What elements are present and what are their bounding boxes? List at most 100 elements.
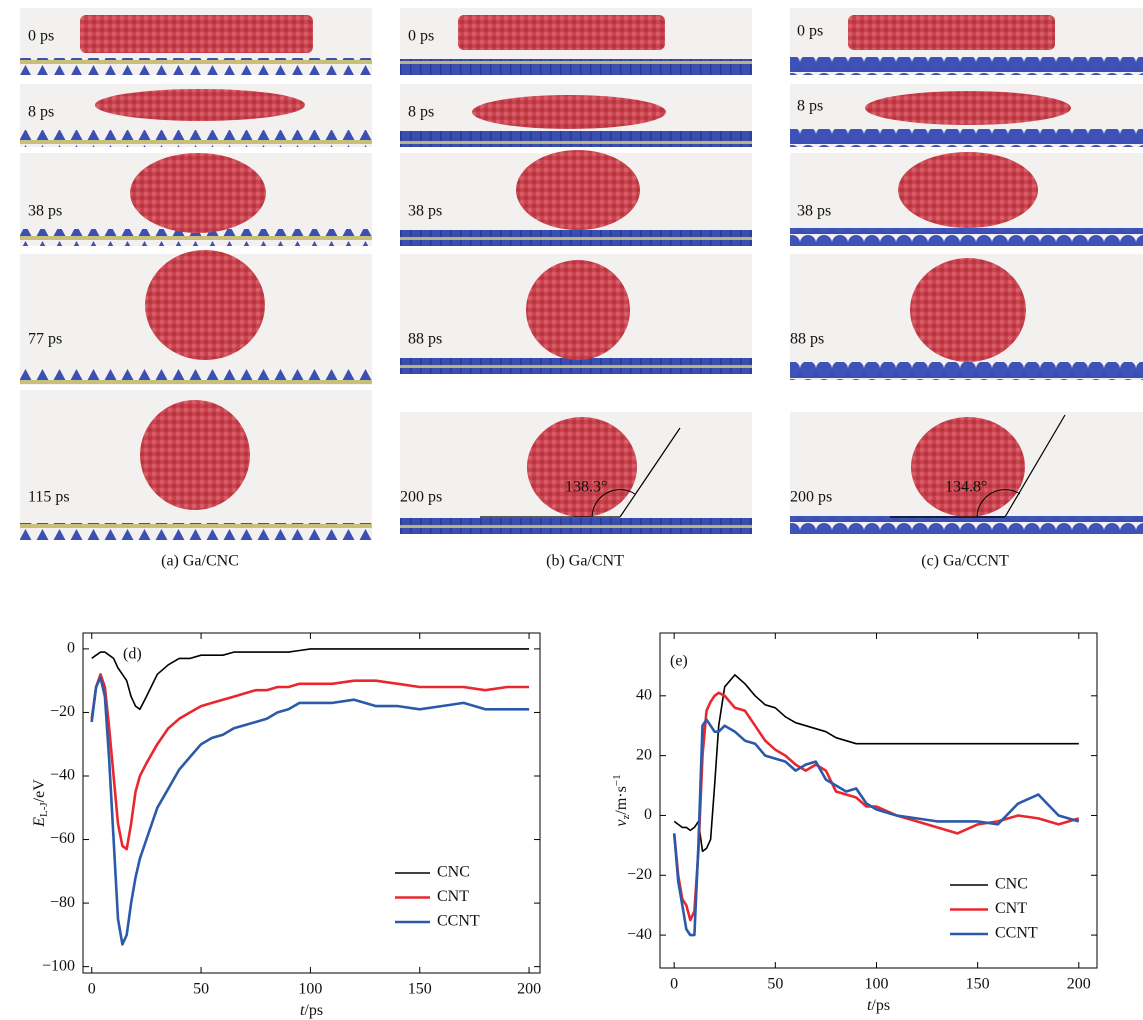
x-tick-label: 200 [517, 981, 541, 998]
substrate [20, 368, 372, 385]
time-label: 77 ps [28, 331, 62, 348]
time-label: 8 ps [408, 104, 434, 121]
time-label: 0 ps [408, 28, 434, 45]
substrate [790, 362, 1143, 380]
tangent [619, 427, 681, 518]
x-tick-label: 100 [298, 981, 322, 998]
x-axis-label-part: /ps [304, 1002, 323, 1019]
substrate [790, 228, 1143, 246]
data-line [90, 676, 530, 946]
y-axis-label-part: L-J [38, 802, 50, 817]
data-line [91, 648, 530, 711]
substrate [400, 518, 752, 534]
time-label: 0 ps [797, 23, 823, 40]
droplet [458, 15, 665, 50]
data-line [672, 718, 1080, 937]
y-tick-label: 40 [636, 686, 652, 703]
droplet [80, 15, 313, 53]
y-tick-label: −100 [42, 957, 75, 974]
droplet [865, 91, 1071, 125]
x-tick-label: 150 [966, 976, 990, 993]
panel-caption: (b) Ga/CNT [546, 553, 624, 570]
legend-label: CNT [437, 888, 469, 905]
angle-label: 138.3° [565, 479, 607, 496]
x-tick-label: 150 [408, 981, 432, 998]
panel-annotation: (e) [670, 653, 688, 670]
time-label: 8 ps [797, 98, 823, 115]
y-tick-label: −20 [50, 703, 75, 720]
time-label: 200 ps [790, 489, 832, 506]
legend-label: CCNT [995, 925, 1038, 942]
droplet [145, 250, 265, 360]
x-tick-label: 50 [193, 981, 209, 998]
legend-label: CNC [437, 864, 470, 881]
y-tick-label: −60 [50, 830, 75, 847]
substrate [20, 130, 372, 147]
substrate [790, 129, 1143, 147]
substrate [790, 516, 1143, 534]
time-label: 8 ps [28, 104, 54, 121]
plot-frame [82, 632, 541, 974]
time-label: 115 ps [28, 489, 70, 506]
substrate [400, 230, 752, 246]
substrate [20, 58, 372, 75]
y-axis-label-part: v [613, 819, 630, 827]
x-axis-label-part: t [867, 997, 872, 1014]
droplet [472, 95, 666, 129]
y-axis-label-part: z [620, 814, 632, 819]
y-axis-label-part: /m·s [613, 786, 630, 814]
legend-label: CCNT [437, 913, 480, 930]
droplet [516, 150, 640, 230]
y-axis-label-part: E [31, 817, 48, 828]
y-tick-label: 20 [636, 746, 652, 763]
time-label: 38 ps [408, 203, 442, 220]
y-tick-label: −80 [50, 894, 75, 911]
panel-annotation: (d) [123, 646, 142, 663]
droplet [95, 89, 305, 121]
time-label: 38 ps [797, 203, 831, 220]
time-label: 0 ps [28, 28, 54, 45]
panel-caption: (a) Ga/CNC [161, 553, 239, 570]
y-tick-label: 0 [644, 806, 652, 823]
time-label: 88 ps [790, 331, 824, 348]
plot-frame [659, 632, 1098, 969]
x-axis-label: t/ps [867, 997, 890, 1014]
x-tick-label: 50 [767, 976, 783, 993]
time-label: 200 ps [400, 489, 442, 506]
y-axis-label-part: /eV [31, 779, 48, 803]
x-tick-label: 200 [1067, 976, 1091, 993]
data-line [673, 674, 1079, 853]
x-tick-label: 0 [88, 981, 96, 998]
y-axis-label-part: −1 [611, 774, 623, 786]
substrate [20, 523, 372, 540]
substrate [400, 131, 752, 147]
time-label: 88 ps [408, 331, 442, 348]
droplet [140, 400, 250, 510]
droplet [848, 15, 1055, 50]
substrate [400, 358, 752, 374]
angle-arc [976, 489, 1021, 518]
legend-label: CNT [995, 900, 1027, 917]
y-axis-label: vz/m·s−1 [611, 774, 632, 826]
data-line [90, 672, 530, 851]
droplet [527, 417, 637, 517]
substrate [20, 229, 372, 246]
droplet [910, 258, 1026, 362]
droplet [130, 153, 266, 233]
y-tick-label: −20 [627, 866, 652, 883]
angle-label: 134.8° [945, 479, 987, 496]
x-axis-label: t/ps [300, 1002, 323, 1019]
tangent [1004, 414, 1066, 518]
angle-arc [591, 489, 636, 518]
y-tick-label: −40 [627, 926, 652, 943]
y-tick-label: 0 [67, 640, 75, 657]
droplet [911, 417, 1025, 517]
time-label: 38 ps [28, 203, 62, 220]
droplet [526, 260, 630, 360]
x-axis-label-part: /ps [871, 997, 890, 1014]
panel-caption: (c) Ga/CCNT [921, 553, 1009, 570]
y-tick-label: −40 [50, 767, 75, 784]
legend-label: CNC [995, 876, 1028, 893]
y-axis-label: EL-J/eV [31, 779, 50, 828]
